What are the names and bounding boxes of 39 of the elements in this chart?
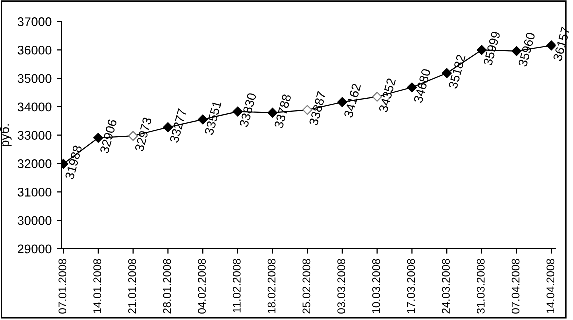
data-label: 33887 xyxy=(309,91,326,126)
y-tick-label: 30000 xyxy=(18,216,52,226)
data-label: 32973 xyxy=(134,117,152,152)
x-tick-label: 14.01.2008 xyxy=(94,259,102,314)
y-tick-label: 34000 xyxy=(18,102,52,112)
x-tick-label: 14.04.2008 xyxy=(546,259,555,314)
data-label: 33277 xyxy=(170,108,187,144)
y-tick-label: 29000 xyxy=(18,244,52,254)
x-tick-label: 04.02.2008 xyxy=(198,259,206,314)
x-tick-label: 17.03.2008 xyxy=(407,259,416,314)
data-label: 33551 xyxy=(204,100,222,136)
y-tick-label: 37000 xyxy=(18,18,52,26)
data-label: 35999 xyxy=(483,31,501,66)
x-tick-label: 25.02.2008 xyxy=(302,259,311,314)
x-tick-label: 03.03.2008 xyxy=(338,259,346,314)
y-tick-label: 32000 xyxy=(18,160,52,168)
y-axis-title: руб. xyxy=(0,124,12,146)
y-tick-label: 31000 xyxy=(18,188,52,197)
data-label: 34352 xyxy=(378,78,396,113)
data-label: 35182 xyxy=(448,54,466,90)
data-label: 33830 xyxy=(239,92,257,128)
x-tick-label: 07.04.2008 xyxy=(512,259,520,314)
x-tick-label: 31.03.2008 xyxy=(477,259,485,314)
x-tick-label: 28.01.2008 xyxy=(163,259,172,314)
data-label: 34162 xyxy=(344,83,362,118)
y-tick-label: 35000 xyxy=(18,74,52,84)
data-label: 35960 xyxy=(518,32,536,68)
x-tick-label: 18.02.2008 xyxy=(268,259,276,314)
x-tick-label: 11.02.2008 xyxy=(233,259,241,313)
y-tick-label: 33000 xyxy=(18,131,52,140)
x-tick-label: 21.01.2008 xyxy=(128,259,136,314)
data-label: 32906 xyxy=(100,119,118,154)
data-label: 33788 xyxy=(274,94,292,129)
x-tick-label: 07.01.2008 xyxy=(58,259,67,314)
x-tick-label: 24.03.2008 xyxy=(442,259,450,314)
y-tick-label: 36000 xyxy=(18,46,52,55)
data-label: 31988 xyxy=(65,145,82,180)
x-tick-label: 10.03.2008 xyxy=(372,259,380,314)
data-label: 34680 xyxy=(414,68,431,104)
